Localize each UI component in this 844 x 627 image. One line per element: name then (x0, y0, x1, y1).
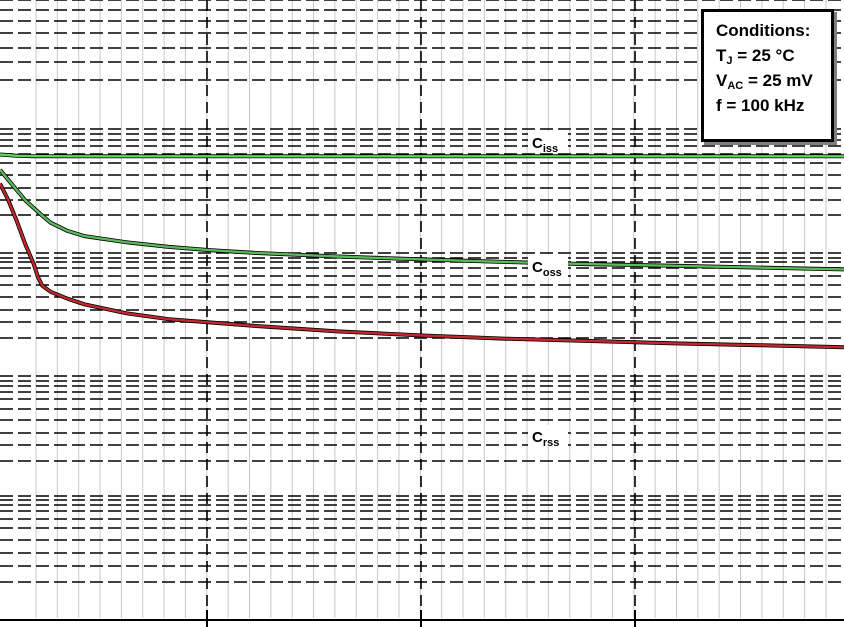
series-label-ciss: Ciss (532, 135, 558, 155)
series-label-coss: Coss (532, 259, 562, 279)
x-axis-ticks (206, 610, 636, 627)
series-label-bg (528, 131, 568, 153)
minor-vertical-gridlines (35, 0, 827, 618)
conditions-junction-temp: TJ = 25 °C (716, 46, 795, 67)
conditions-frequency: f = 100 kHz (716, 96, 805, 115)
minor-horizontal-gridlines (0, 0, 844, 583)
major-vertical-gridlines (206, 0, 636, 618)
conditions-title: Conditions: (716, 21, 811, 40)
series-layer (0, 152, 844, 350)
series-label-crss: Crss (532, 429, 559, 449)
conditions-ac-voltage: VAC = 25 mV (716, 71, 813, 92)
series-label-bg (528, 425, 568, 447)
series-outline-coss (0, 168, 844, 272)
series-line-coss (0, 169, 844, 271)
series-label-bg (528, 255, 568, 277)
series-label-layer: Ciss Coss Crss (528, 131, 568, 449)
series-line-ciss (0, 153, 844, 158)
conditions-box: Conditions: TJ = 25 °C VAC = 25 mV f = 1… (701, 9, 834, 142)
series-line-crss (0, 182, 844, 349)
